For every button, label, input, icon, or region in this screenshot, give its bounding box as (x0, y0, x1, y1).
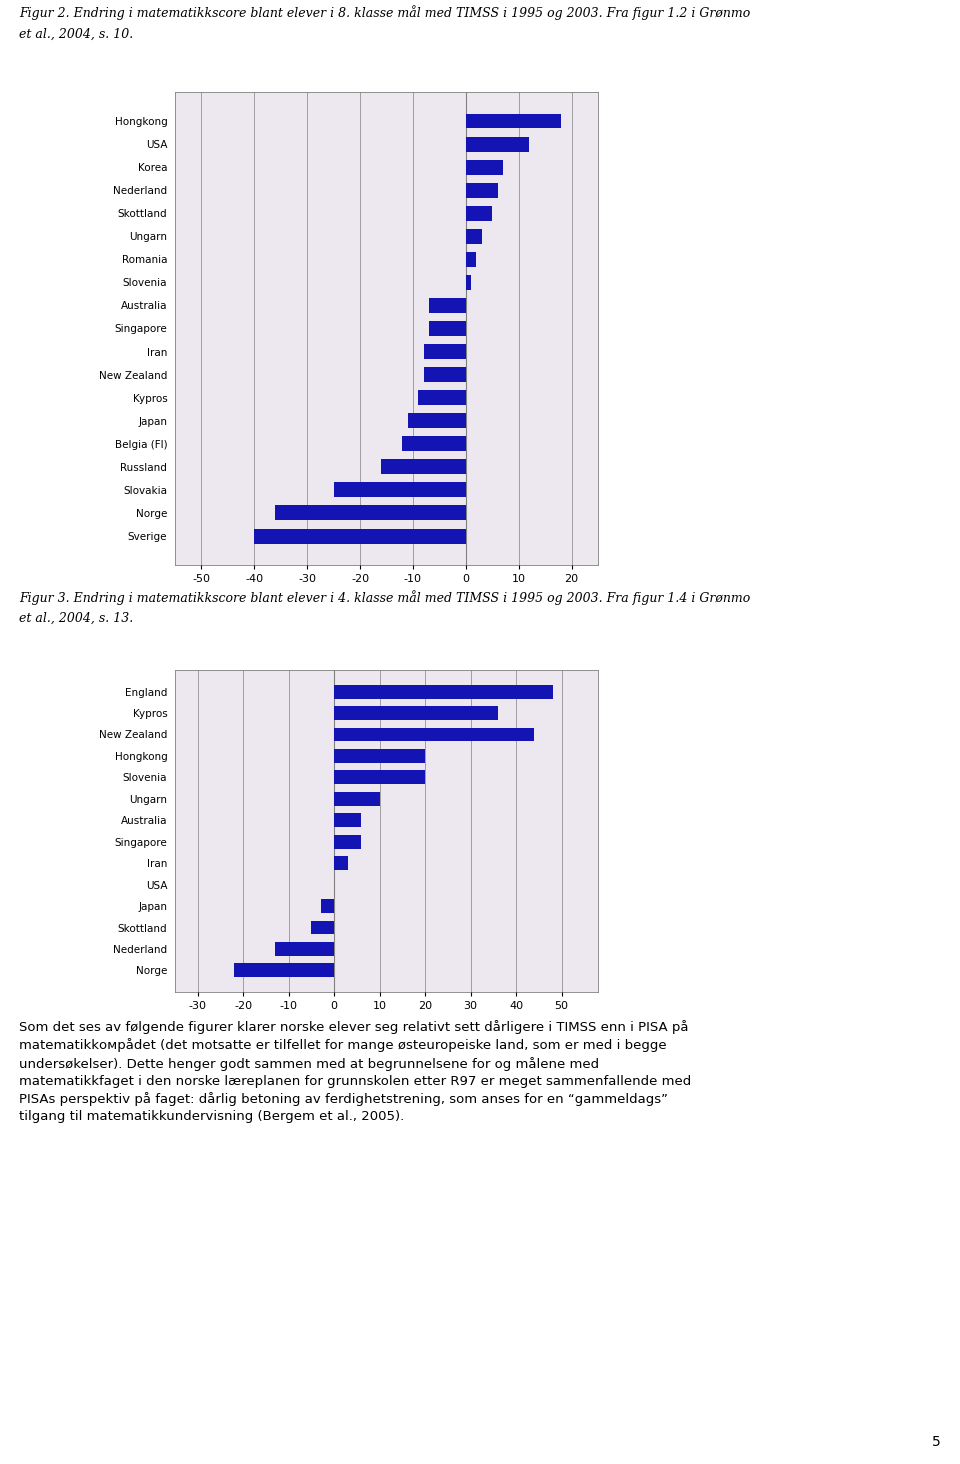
Bar (334, 770, 425, 785)
Bar (276, 941, 334, 956)
Bar (402, 436, 466, 451)
Bar (334, 685, 553, 698)
Bar (276, 505, 466, 520)
Text: Figur 2. Endring i matematikkscore blant elever i 8. klasse mål med TIMSS i 1995: Figur 2. Endring i matematikkscore blant… (19, 4, 751, 20)
Bar (419, 391, 466, 406)
Bar (334, 706, 498, 720)
Bar (466, 160, 503, 174)
Bar (429, 321, 466, 337)
Bar (466, 252, 476, 266)
Bar (334, 814, 362, 827)
Text: et al., 2004, s. 10.: et al., 2004, s. 10. (19, 28, 133, 41)
Bar (334, 750, 425, 763)
Bar (466, 114, 561, 129)
Bar (466, 206, 492, 221)
Bar (466, 136, 529, 152)
Bar (321, 899, 334, 914)
Text: Som det ses av følgende figurer klarer norske elever seg relativt sett dårligere: Som det ses av følgende figurer klarer n… (19, 1020, 691, 1123)
Bar (466, 228, 482, 244)
Bar (334, 483, 466, 498)
Bar (429, 299, 466, 313)
Text: et al., 2004, s. 13.: et al., 2004, s. 13. (19, 612, 133, 625)
Bar (334, 728, 535, 741)
Bar (381, 460, 466, 474)
Bar (423, 344, 466, 359)
Bar (466, 183, 497, 198)
Bar (334, 856, 348, 870)
Bar (334, 792, 379, 805)
Bar (334, 834, 362, 849)
Bar (254, 529, 466, 543)
Bar (423, 367, 466, 382)
Text: 5: 5 (932, 1435, 941, 1449)
Text: Figur 3. Endring i matematikkscore blant elever i 4. klasse mål med TIMSS i 1995: Figur 3. Endring i matematikkscore blant… (19, 590, 751, 605)
Bar (234, 963, 334, 978)
Bar (311, 921, 334, 934)
Bar (408, 413, 466, 427)
Bar (466, 275, 471, 290)
